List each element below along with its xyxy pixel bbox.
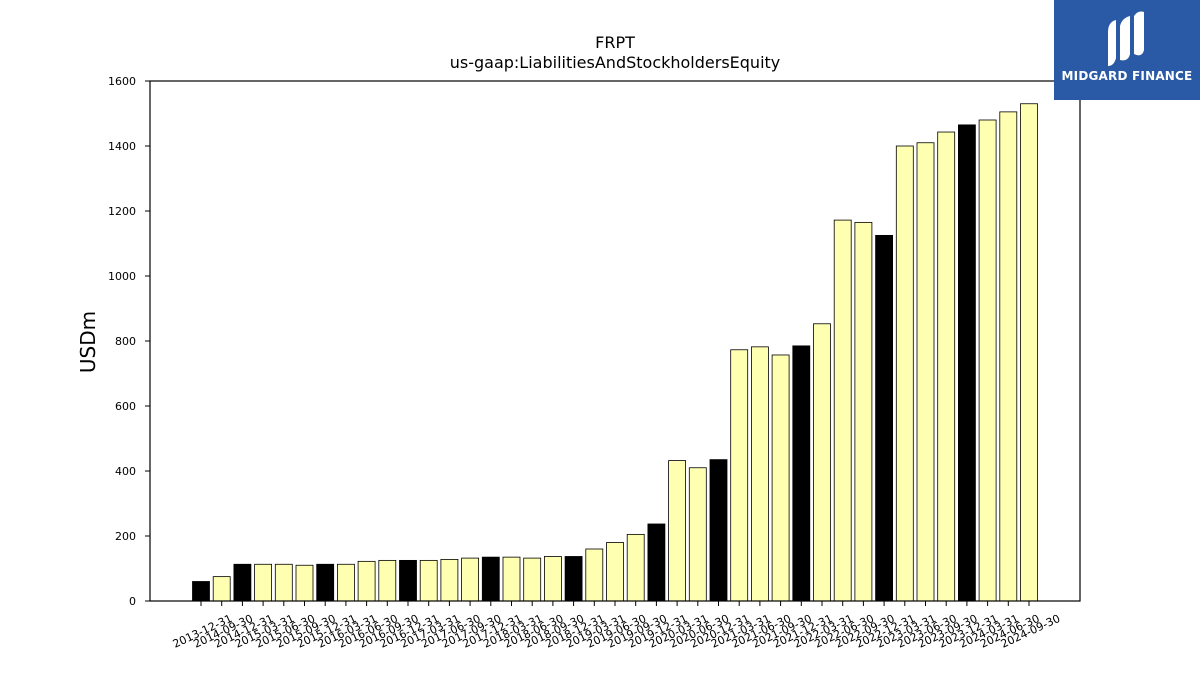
y-tick-label: 1200 [108, 205, 136, 218]
bar-2023-06-30 [916, 142, 935, 602]
bar-2018-06-30 [523, 557, 542, 602]
y-tick-label: 1000 [108, 270, 136, 283]
midgard-finance-logo: MIDGARD FINANCE [1054, 0, 1200, 100]
bar-2017-03-31 [419, 559, 438, 602]
chart-subtitle: us-gaap:LiabilitiesAndStockholdersEquity [450, 53, 781, 72]
bar-2017-12-31 [481, 556, 500, 602]
plot-frame [149, 80, 1081, 602]
logo-text: MIDGARD FINANCE [1061, 69, 1193, 83]
bar-2023-12-31 [958, 124, 976, 602]
bar-2023-03-31 [895, 145, 914, 602]
bar-2018-12-31 [564, 556, 583, 602]
bar-2017-06-30 [440, 559, 459, 602]
y-tick-label: 1600 [108, 75, 136, 88]
y-tick-label: 1400 [108, 140, 136, 153]
bars-group [192, 103, 1038, 602]
bar-2013-12-31 [192, 581, 210, 602]
bar-2019-12-31 [647, 523, 666, 602]
bar-2015-12-31 [316, 563, 335, 602]
bar-2015-06-30 [274, 563, 293, 602]
bar-2024-03-31 [978, 119, 997, 602]
y-tick-label: 600 [115, 400, 136, 413]
y-tick-label: 0 [129, 595, 136, 608]
midgard-logo-icon [1108, 11, 1144, 66]
bar-2023-09-30 [937, 131, 956, 602]
bar-2020-06-30 [688, 467, 707, 602]
bar-2018-09-30 [544, 556, 562, 602]
chart-title: FRPT [595, 33, 635, 52]
y-tick-label: 200 [115, 530, 136, 543]
bar-2021-03-31 [730, 349, 749, 602]
bar-2022-09-30 [854, 221, 873, 602]
y-tick-label: 800 [115, 335, 136, 348]
bar-2015-09-30 [295, 564, 314, 602]
bar-2019-03-31 [585, 548, 604, 602]
bar-2019-09-30 [626, 533, 645, 602]
bar-2016-06-30 [357, 560, 376, 602]
bar-2014-09-30 [212, 576, 231, 602]
bar-2016-12-31 [399, 559, 417, 602]
y-axis-label: USDm [76, 311, 100, 373]
bar-2020-03-31 [668, 460, 686, 602]
bar-2021-06-30 [751, 346, 769, 602]
bar-2024-09-30 [1020, 103, 1038, 602]
bar-2017-09-30 [461, 557, 480, 602]
bar-2016-09-30 [378, 559, 397, 602]
bar-2022-03-31 [813, 323, 831, 602]
bar-2020-12-31 [709, 459, 728, 602]
bar-2022-06-30 [833, 219, 852, 602]
bar-2021-12-31 [792, 345, 811, 602]
bar-2016-03-31 [336, 563, 355, 602]
bar-2024-06-30 [999, 111, 1018, 602]
x-axis-ticks: 2013-12-312014-09-302014-12-312015-03-31… [171, 601, 1062, 651]
y-tick-label: 400 [115, 465, 136, 478]
bar-2015-03-31 [254, 563, 273, 602]
bar-2014-12-31 [233, 563, 252, 602]
y-axis-ticks: 0 200 400 600 800 1000 1200 1400 1600 [108, 75, 150, 608]
bar-2021-09-30 [771, 354, 790, 602]
bar-2018-03-31 [502, 556, 521, 602]
bar-2019-06-30 [606, 542, 624, 602]
bar-2022-12-31 [875, 234, 893, 602]
